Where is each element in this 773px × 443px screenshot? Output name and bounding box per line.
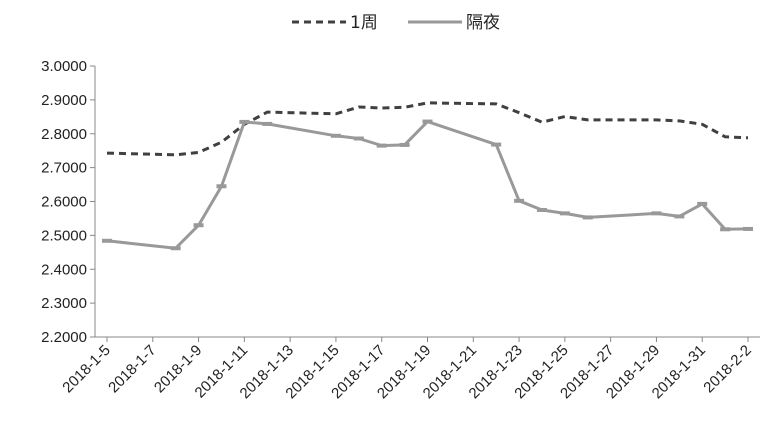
- y-tick-label: 2.3000: [41, 295, 87, 312]
- y-tick-label: 2.7000: [41, 160, 87, 177]
- y-tick-label: 2.5000: [41, 227, 87, 244]
- y-tick-label: 2.8000: [41, 126, 87, 143]
- legend: 1周 隔夜: [292, 13, 500, 33]
- y-tick-label: 2.6000: [41, 194, 87, 211]
- y-tick-label: 2.2000: [41, 329, 87, 346]
- y-tick-label: 3.0000: [41, 58, 87, 75]
- x-axis-ticks: 2018-1-52018-1-72018-1-92018-1-112018-1-…: [59, 337, 755, 402]
- legend-label-2: 隔夜: [466, 13, 500, 33]
- x-tick-label: 2018-2-2: [700, 342, 754, 396]
- x-tick-label: 2018-1-7: [105, 342, 159, 396]
- series-line-2: [106, 120, 749, 250]
- x-tick-label: 2018-1-5: [59, 342, 113, 396]
- y-tick-label: 2.9000: [41, 92, 87, 109]
- series-line-1: [106, 101, 749, 157]
- y-tick-label: 2.4000: [41, 261, 87, 278]
- series-group: [102, 101, 753, 251]
- legend-label-1: 1周: [350, 13, 378, 33]
- y-axis-ticks: 3.0000 2.9000 2.8000 2.7000 2.6000 2.5000 2.40…: [41, 58, 95, 346]
